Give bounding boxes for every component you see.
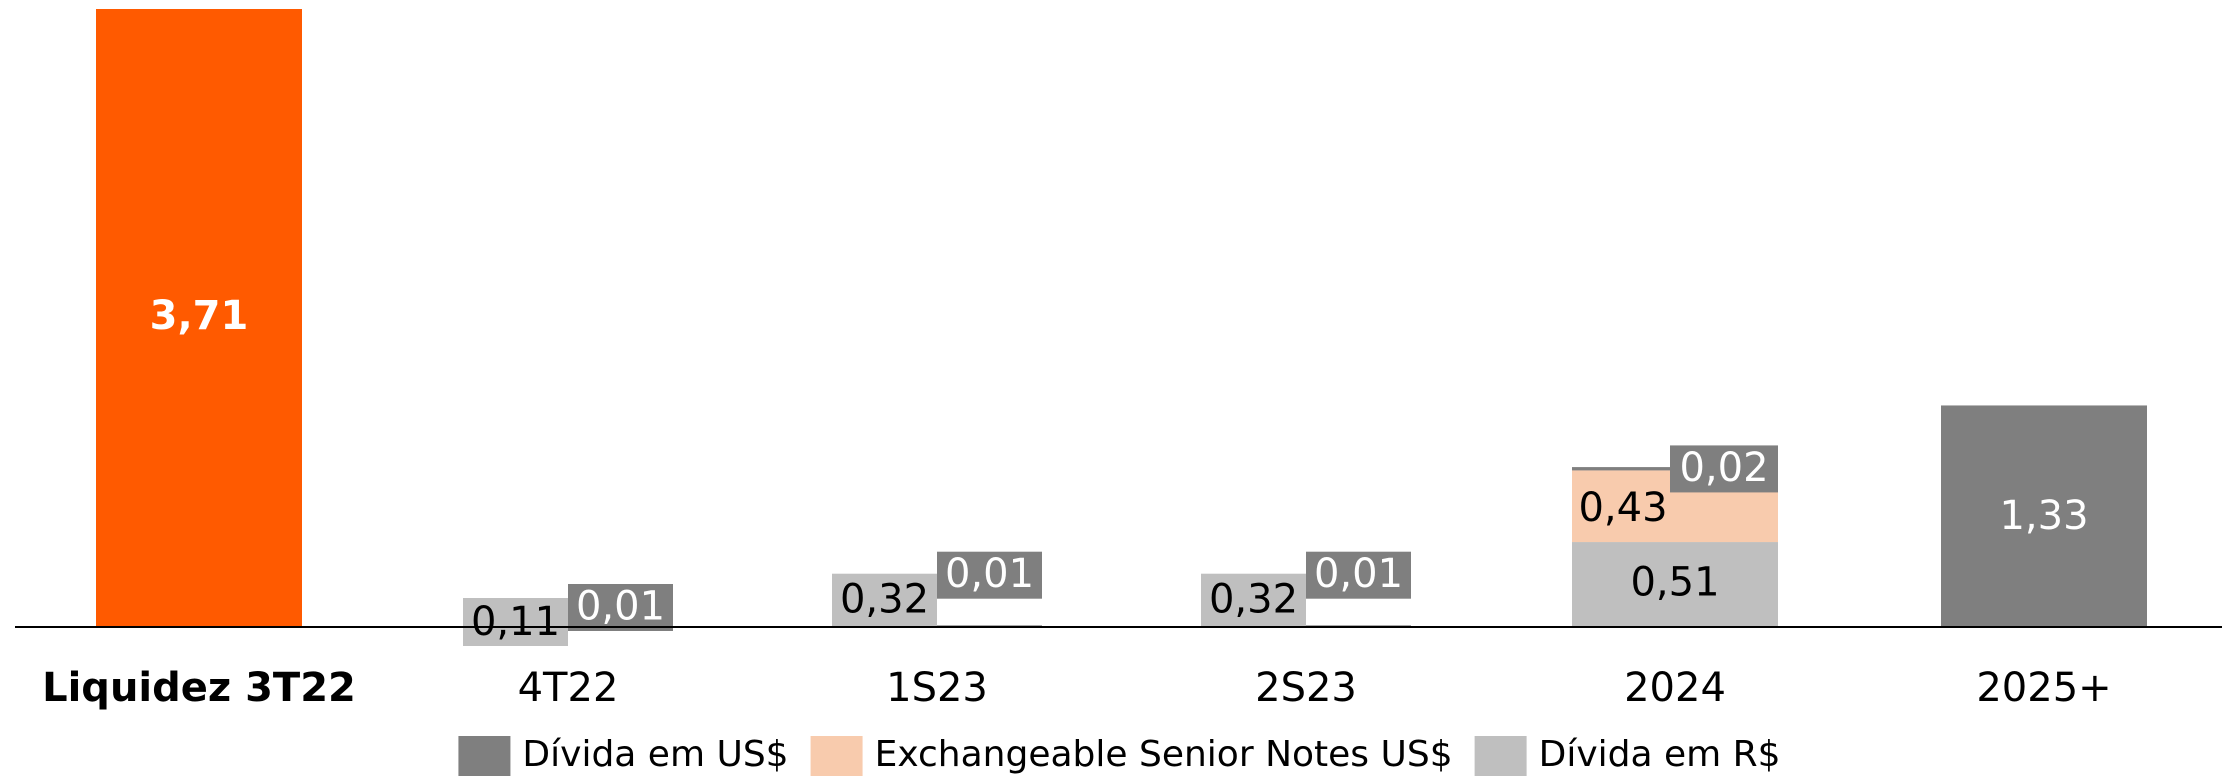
legend: Dívida em US$ Exchangeable Senior Notes U…	[458, 734, 1781, 776]
x-tick-labels: Liquidez 3T22 4T22 1S23 2S23 2024 2025+	[42, 665, 2112, 711]
legend-swatch-exchangeable-senior-notes-us	[810, 736, 863, 776]
data-label-dividas-rs-2024: 0,51	[1630, 560, 1719, 606]
data-label-dividas-us-1s23: 0,01	[945, 551, 1034, 597]
data-label-box-dividas-us-4t22	[568, 584, 673, 631]
legend-label-d-vida-em-r: Dívida em R$	[1539, 734, 1781, 775]
x-tick-label-liquidez-3t22: Liquidez 3T22	[42, 665, 356, 711]
legend-swatch-d-vida-em-us	[458, 736, 511, 776]
data-label-dividas-us-4t22: 0,01	[576, 584, 665, 630]
data-label-box-dividas-rs-1s23	[832, 575, 937, 624]
data-label-box-dividas-rs-2s23	[1201, 575, 1306, 624]
data-label-box-dividas-us-2024	[1670, 445, 1778, 493]
x-tick-label-2024: 2024	[1624, 665, 1726, 711]
data-label-dividas-rs-4t22: 0,11	[471, 599, 560, 645]
data-label-box-dividas-us-2s23	[1306, 551, 1411, 599]
bar-segment-dividas-rs-2024	[1572, 542, 1778, 627]
data-label-dividas-us-2s23: 0,01	[1314, 551, 1403, 597]
bars-layer	[96, 9, 2147, 627]
data-label-exchangeable-notes-2024: 0,43	[1578, 485, 1667, 531]
x-tick-label-1s23: 1S23	[886, 665, 988, 711]
bar-dividas-us-2025-	[1941, 405, 2147, 627]
x-tick-label-4t22: 4T22	[518, 665, 619, 711]
data-label-box-dividas-rs-4t22	[463, 598, 568, 646]
x-tick-label-2025-: 2025+	[1976, 665, 2111, 711]
x-tick-label-2s23: 2S23	[1255, 665, 1357, 711]
data-label-dividas-rs-1s23: 0,32	[840, 577, 929, 623]
bar-liquidez	[96, 9, 302, 627]
legend-label-exchangeable-senior-notes-us: Exchangeable Senior Notes US$	[875, 734, 1453, 775]
data-label-box-dividas-us-1s23	[937, 551, 1042, 599]
data-label-dividas-us-2025-: 1,33	[1999, 493, 2088, 539]
data-label-liquidez: 3,71	[150, 293, 249, 339]
data-label-dividas-rs-2s23: 0,32	[1209, 577, 1298, 623]
data-labels-layer: 3,71 0,11 0,01 0,32 0,01 0,32 0,01 0,51 0,43 0,02…	[150, 293, 2089, 646]
legend-label-d-vida-em-us: Dívida em US$	[522, 734, 788, 775]
legend-swatch-d-vida-em-r	[1474, 736, 1527, 776]
data-label-dividas-us-2024: 0,02	[1679, 445, 1768, 491]
